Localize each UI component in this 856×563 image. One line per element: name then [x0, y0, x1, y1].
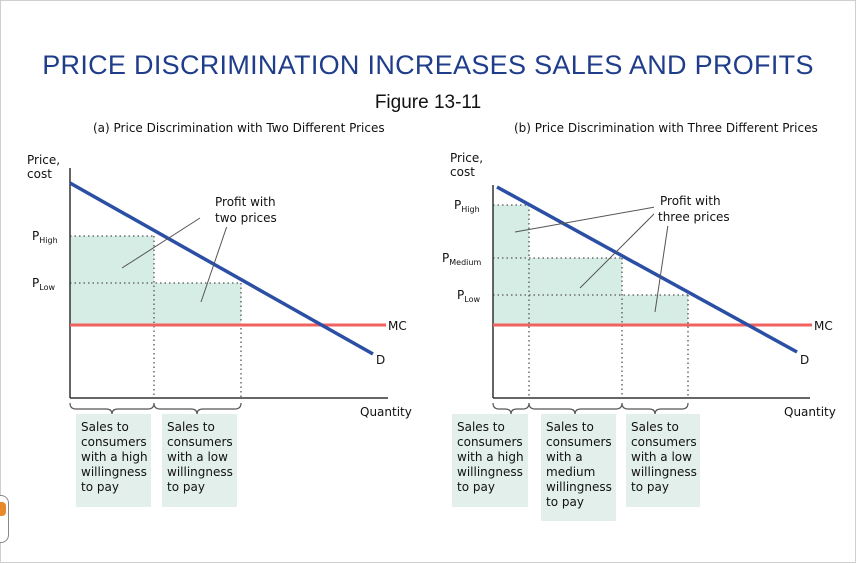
annotation-pointer: [514, 206, 656, 233]
svg-text:with a high: with a high: [457, 450, 524, 464]
annotation-line-1: Profit with: [660, 194, 721, 208]
sales-box-high: Sales to consumers with a high willingne…: [76, 414, 151, 507]
annotation-pointer: [121, 217, 201, 269]
profit-annotation-box: [211, 193, 282, 227]
svg-text:with a low: with a low: [631, 450, 692, 464]
svg-text:consumers: consumers: [457, 435, 523, 449]
annotation-pointer: [579, 212, 656, 289]
svg-text:willingness: willingness: [631, 465, 697, 479]
brace-high: [492, 402, 530, 415]
mc-label: MC: [388, 319, 407, 333]
brace-medium: [528, 402, 623, 415]
y-axis-label-line-1: Price,: [27, 153, 60, 167]
profit-area-high: [493, 205, 529, 325]
y-axis-label-line-1: Price,: [450, 151, 483, 165]
price-low-label: PLow: [457, 288, 480, 304]
brace-low: [621, 402, 689, 415]
svg-text:consumers: consumers: [546, 435, 612, 449]
svg-text:to pay: to pay: [167, 480, 205, 494]
side-panel-tab-marker: [0, 502, 6, 516]
demand-label: D: [376, 353, 385, 367]
svg-text:to pay: to pay: [81, 480, 119, 494]
svg-text:to pay: to pay: [546, 495, 584, 509]
demand-curve: [69, 181, 374, 356]
annotation-line-1: Profit with: [215, 195, 276, 209]
svg-text:willingness: willingness: [546, 480, 612, 494]
demand-label: D: [800, 353, 809, 367]
svg-text:willingness: willingness: [81, 465, 147, 479]
svg-text:to pay: to pay: [457, 480, 495, 494]
slide-title: PRICE DISCRIMINATION INCREASES SALES AND…: [42, 50, 814, 80]
svg-text:medium: medium: [546, 465, 595, 479]
price-medium-label: PMedium: [442, 251, 481, 267]
price-high-label: PHigh: [32, 229, 58, 245]
price-high-label: PHigh: [454, 198, 480, 214]
svg-text:willingness: willingness: [457, 465, 523, 479]
svg-text:consumers: consumers: [167, 435, 233, 449]
sales-box-medium: Sales to consumers with a medium willing…: [541, 414, 616, 521]
svg-text:Sales to: Sales to: [631, 420, 679, 434]
brace-high: [69, 402, 155, 415]
x-axis-label: Quantity: [784, 405, 836, 419]
figure-label: Figure 13-11: [374, 92, 482, 113]
sales-box-low: Sales to consumers with a low willingnes…: [162, 414, 237, 507]
x-axis-label: Quantity: [360, 405, 412, 419]
sales-box-low: Sales to consumers with a low willingnes…: [626, 414, 700, 507]
svg-text:Sales to: Sales to: [81, 420, 129, 434]
profit-annotation-box: [654, 192, 734, 226]
svg-text:to pay: to pay: [631, 480, 669, 494]
panel-a: Profit with two prices Price, cost PHigh…: [27, 153, 412, 507]
panel-b-title: (b) Price Discrimination with Three Diff…: [514, 121, 818, 135]
svg-text:with a low: with a low: [167, 450, 228, 464]
svg-text:with a: with a: [546, 450, 583, 464]
svg-text:willingness: willingness: [167, 465, 233, 479]
svg-text:with a high: with a high: [81, 450, 148, 464]
svg-text:consumers: consumers: [631, 435, 697, 449]
y-axis-label-line-2: cost: [450, 165, 475, 179]
svg-text:Sales to: Sales to: [457, 420, 505, 434]
svg-text:Sales to: Sales to: [167, 420, 215, 434]
svg-text:Sales to: Sales to: [546, 420, 594, 434]
brace-low: [153, 402, 242, 415]
annotation-pointer: [654, 224, 669, 313]
price-low-label: PLow: [32, 276, 55, 292]
svg-text:consumers: consumers: [81, 435, 147, 449]
sales-box-high: Sales to consumers with a high willingne…: [452, 414, 528, 507]
annotation-line-2: three prices: [658, 210, 730, 224]
y-axis-label-line-2: cost: [27, 167, 52, 181]
annotation-line-2: two prices: [215, 211, 277, 225]
panel-b: Profit with three prices Price, cost PHi…: [442, 151, 836, 521]
mc-label: MC: [814, 319, 833, 333]
demand-curve: [496, 185, 798, 354]
profit-area-medium: [529, 258, 622, 325]
profit-area-high: [70, 236, 154, 325]
annotation-pointer: [200, 222, 229, 303]
profit-area-low: [154, 283, 241, 325]
panel-a-title: (a) Price Discrimination with Two Differ…: [93, 121, 385, 135]
